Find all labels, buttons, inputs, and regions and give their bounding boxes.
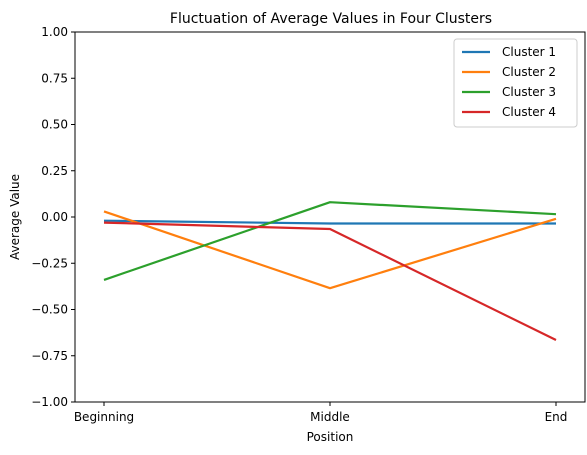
y-tick-label: 0.75	[41, 71, 68, 85]
plot-area	[103, 201, 557, 341]
y-tick-label: −0.25	[31, 256, 68, 270]
x-tick-label: End	[545, 410, 568, 424]
x-axis-label: Position	[307, 430, 354, 444]
y-tick-label: −0.75	[31, 349, 68, 363]
y-tick-label: −0.50	[31, 303, 68, 317]
x-tick-label: Middle	[310, 410, 350, 424]
x-tick-label: Beginning	[74, 410, 134, 424]
y-axis-label: Average Value	[8, 174, 22, 260]
legend-entry-label: Cluster 4	[502, 105, 556, 119]
legend: Cluster 1 Cluster 2 Cluster 3 Cluster 4	[453, 38, 578, 128]
y-tick-label: 0.25	[41, 164, 68, 178]
legend-entry-label: Cluster 1	[502, 45, 556, 59]
x-axis: Beginning Middle End	[74, 402, 568, 424]
y-tick-label: 0.00	[41, 210, 68, 224]
series-line-cluster-1	[103, 219, 556, 225]
y-tick-label: 1.00	[41, 25, 68, 39]
legend-box	[453, 38, 578, 128]
y-axis: −1.00 −0.75 −0.50 −0.25 0.00 0.25 0.50 0.75 1.00	[31, 25, 75, 409]
legend-entry-label: Cluster 2	[502, 65, 556, 79]
y-tick-label: 0.50	[41, 118, 68, 132]
legend-entry-label: Cluster 3	[502, 85, 556, 99]
series-line-cluster-2	[103, 210, 557, 290]
series-line-cluster-4	[103, 221, 557, 341]
y-tick-label: −1.00	[31, 395, 68, 409]
chart-title: Fluctuation of Average Values in Four Cl…	[170, 11, 492, 27]
series-line-cluster-3	[103, 201, 557, 281]
